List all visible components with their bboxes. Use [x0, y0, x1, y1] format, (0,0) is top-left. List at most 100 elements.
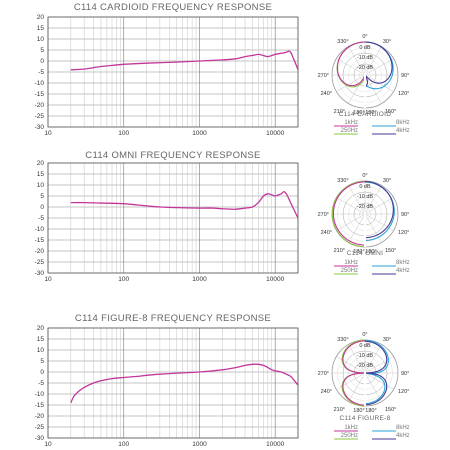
- legend-4khz: 4kHz: [396, 128, 410, 134]
- x-tick-label: 10000: [266, 276, 284, 283]
- polar-spoke: [336, 197, 366, 215]
- polar-divider: [364, 73, 366, 108]
- y-tick-label: -10: [35, 80, 45, 87]
- y-tick-label: 0: [40, 369, 44, 376]
- chart-title: C114 OMNI FREQUENCY RESPONSE: [85, 150, 260, 161]
- x-tick-label: 100: [118, 441, 129, 448]
- y-tick-label: -15: [35, 402, 45, 409]
- chart-title: C114 FIGURE-8 FREQUENCY RESPONSE: [75, 313, 271, 324]
- x-tick-label: 100: [118, 276, 129, 283]
- y-tick-label: -10: [35, 391, 45, 398]
- polar-spoke: [348, 344, 366, 374]
- y-tick-label: -20: [35, 102, 45, 109]
- polar-angle-label: 120°: [398, 389, 409, 395]
- frequency-chart-3: C114 FIGURE-8 FREQUENCY RESPONSE 20 15 10 5 0…: [35, 313, 299, 448]
- polar-spoke: [364, 58, 394, 76]
- polar-spoke: [336, 213, 366, 231]
- polar-spoke: [348, 372, 366, 402]
- polar-angle-label: 150°: [385, 248, 396, 254]
- y-tick-label: -20: [35, 248, 45, 255]
- polar-angle-label: 180°: [365, 408, 376, 414]
- x-tick-label: 10000: [266, 441, 284, 448]
- polar-angle-label: 120°: [398, 91, 409, 97]
- y-tick-label: -30: [35, 435, 45, 442]
- polar-legend: 1kHz 8kHz 250Hz 4kHz: [334, 120, 410, 135]
- y-tick-label: -30: [35, 124, 45, 131]
- y-tick-label: 5: [40, 193, 44, 200]
- polar-curve-f8k: [364, 339, 389, 405]
- plot-frame: [47, 16, 299, 128]
- y-tick-label: -25: [35, 424, 45, 431]
- polar-spoke: [364, 372, 394, 390]
- x-tick-label: 10000: [266, 130, 284, 137]
- polar-spoke: [336, 372, 366, 390]
- polar-angle-label: 180°: [353, 110, 364, 116]
- polar-db-label: -20 dB: [357, 65, 374, 71]
- polar-plot-1: 0 dB -10 dB -20 dB 0° 30° 330° 90° 270° 120° 240°…: [318, 34, 410, 135]
- polar-angle-label: 0°: [362, 173, 367, 179]
- polar-plot-3: 0 dB -10 dB -20 dB 0° 30° 330° 90° 270° 120° 240°…: [318, 332, 410, 440]
- polar-curve-f1k: [336, 41, 366, 87]
- polar-spoke: [348, 46, 366, 76]
- polar-legend: 1kHz 8kHz 250Hz 4kHz: [334, 425, 410, 440]
- polar-title: C114 CARDIOID: [339, 111, 392, 118]
- polar-angle-label: 0°: [362, 34, 367, 40]
- polar-angle-label: 240°: [321, 389, 332, 395]
- polar-db-label: -20 dB: [357, 204, 374, 210]
- polar-spoke: [364, 344, 382, 374]
- polar-angle-label: 90°: [401, 73, 409, 79]
- y-tick-label: 5: [40, 47, 44, 54]
- polar-db-label: -10 dB: [357, 353, 374, 359]
- y-tick-label: 20: [37, 14, 45, 21]
- polar-angle-label: 210°: [334, 109, 345, 115]
- polar-angle-label: 180°: [353, 249, 364, 255]
- y-tick-label: 10: [37, 347, 45, 354]
- polar-angle-label: 90°: [401, 212, 409, 218]
- y-tick-label: -25: [35, 259, 45, 266]
- legend-4khz: 4kHz: [396, 268, 410, 274]
- legend-1khz: 1kHz: [344, 120, 358, 126]
- polar-angle-label: 150°: [385, 109, 396, 115]
- polar-curve-f4k: [364, 181, 394, 239]
- legend-250hz: 250Hz: [341, 268, 358, 274]
- polar-legend: 1kHz 8kHz 250Hz 4kHz: [334, 260, 410, 275]
- y-tick-label: 15: [37, 25, 45, 32]
- polar-spoke: [364, 46, 382, 76]
- x-tick-label: 1000: [192, 130, 207, 137]
- polar-spoke: [336, 356, 366, 374]
- polar-title: C114 FIGURE-8: [339, 415, 390, 422]
- polar-angle-label: 150°: [385, 407, 396, 413]
- x-tick-label: 100: [118, 130, 129, 137]
- y-tick-label: -5: [38, 380, 44, 387]
- polar-angle-label: 270°: [318, 73, 329, 79]
- y-tick-label: -5: [38, 215, 44, 222]
- polar-db-label: -10 dB: [357, 194, 374, 200]
- polar-spoke: [348, 185, 366, 215]
- polar-spoke: [336, 74, 366, 92]
- y-tick-label: -5: [38, 69, 44, 76]
- legend-8khz: 8kHz: [396, 260, 410, 266]
- polar-angle-label: 270°: [318, 371, 329, 377]
- polar-divider: [364, 212, 366, 247]
- y-tick-label: -10: [35, 226, 45, 233]
- legend-250hz: 250Hz: [341, 128, 358, 134]
- polar-angle-label: 30°: [383, 337, 391, 343]
- polar-angle-label: 30°: [383, 39, 391, 45]
- response-curve: [70, 190, 299, 219]
- polar-plot-2: 0 dB -10 dB -20 dB 0° 30° 330° 90° 270° 120° 240°…: [318, 173, 410, 275]
- x-tick-label: 10: [44, 276, 52, 283]
- polar-spoke: [348, 213, 366, 243]
- y-tick-label: 0: [40, 204, 44, 211]
- polar-divider: [364, 371, 366, 406]
- polar-curve-f250: [331, 180, 366, 248]
- x-tick-label: 10: [44, 441, 52, 448]
- y-tick-label: 20: [37, 160, 45, 167]
- y-tick-label: -25: [35, 113, 45, 120]
- x-tick-label: 1000: [192, 276, 207, 283]
- polar-angle-label: 330°: [337, 337, 348, 343]
- polar-angle-label: 240°: [321, 230, 332, 236]
- chart-title: C114 CARDIOID FREQUENCY RESPONSE: [74, 2, 272, 13]
- polar-angle-label: 180°: [353, 408, 364, 414]
- y-tick-label: 20: [37, 325, 45, 332]
